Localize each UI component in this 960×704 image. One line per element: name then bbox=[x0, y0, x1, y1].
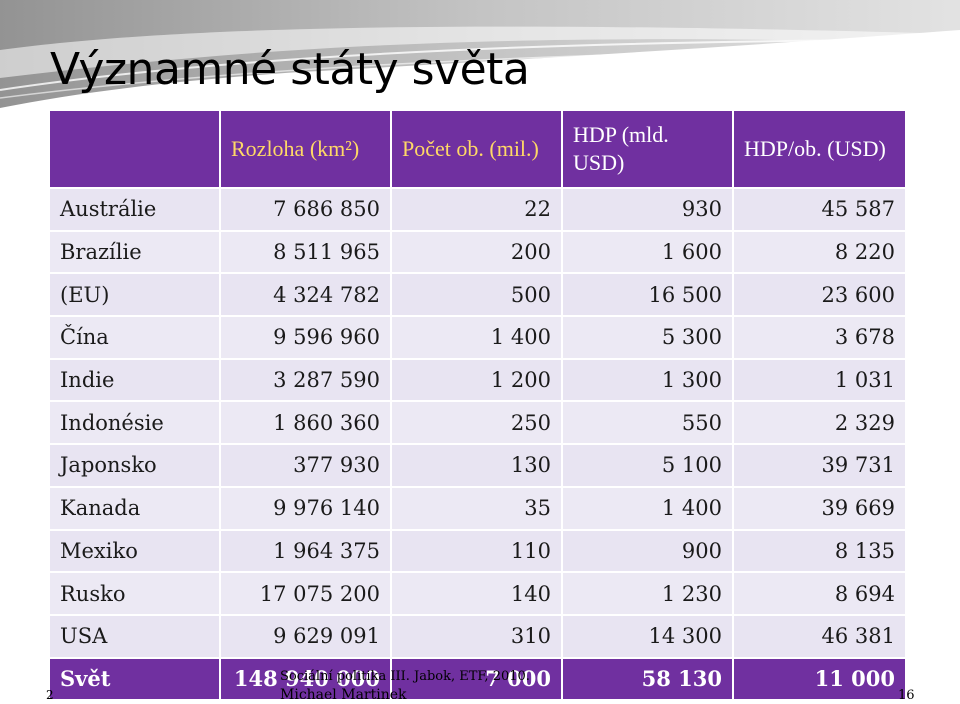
table-row: Austrálie 7 686 850 22 930 45 587 bbox=[48, 187, 907, 232]
population-cell: 310 bbox=[390, 613, 563, 659]
table-row: Indonésie 1 860 360 250 550 2 329 bbox=[48, 400, 907, 446]
gdp-per-capita-cell: 39 731 bbox=[732, 443, 907, 488]
header-area: Rozloha (km²) bbox=[219, 109, 392, 189]
population-cell: 200 bbox=[390, 229, 563, 275]
population-cell: 500 bbox=[390, 272, 563, 318]
gdp-per-capita-cell: 8 135 bbox=[732, 528, 907, 574]
page-number-left: 2 bbox=[46, 688, 54, 702]
country-cell: Japonsko bbox=[48, 443, 221, 488]
country-cell: Indie bbox=[48, 357, 221, 403]
table-row: Mexiko 1 964 375 110 900 8 135 bbox=[48, 528, 907, 574]
population-cell: 7 000 bbox=[390, 656, 563, 702]
table-row: Indie 3 287 590 1 200 1 300 1 031 bbox=[48, 357, 907, 403]
table-row: Kanada 9 976 140 35 1 400 39 669 bbox=[48, 485, 907, 531]
gdp-per-capita-cell: 45 587 bbox=[732, 187, 907, 232]
gdp-per-capita-cell: 23 600 bbox=[732, 272, 907, 318]
footer-source: Sociální politika III. Jabok, ETF, 2010. bbox=[280, 669, 530, 684]
country-cell: Indonésie bbox=[48, 400, 221, 446]
gdp-cell: 550 bbox=[561, 400, 734, 446]
gdp-cell: 16 500 bbox=[561, 272, 734, 318]
country-cell: Svět bbox=[48, 656, 221, 702]
population-cell: 22 bbox=[390, 187, 563, 232]
gdp-cell: 58 130 bbox=[561, 656, 734, 702]
area-cell: 3 287 590 bbox=[219, 357, 392, 403]
area-cell: 1 860 360 bbox=[219, 400, 392, 446]
area-cell: 8 511 965 bbox=[219, 229, 392, 275]
population-cell: 110 bbox=[390, 528, 563, 574]
gdp-cell: 1 300 bbox=[561, 357, 734, 403]
background-wave-decoration bbox=[0, 0, 960, 108]
table-row: (EU) 4 324 782 500 16 500 23 600 bbox=[48, 272, 907, 318]
gdp-cell: 1 400 bbox=[561, 485, 734, 531]
area-cell: 1 964 375 bbox=[219, 528, 392, 574]
gdp-cell: 900 bbox=[561, 528, 734, 574]
country-cell: USA bbox=[48, 613, 221, 659]
area-cell: 9 629 091 bbox=[219, 613, 392, 659]
population-cell: 250 bbox=[390, 400, 563, 446]
population-cell: 35 bbox=[390, 485, 563, 531]
area-cell: 377 930 bbox=[219, 443, 392, 488]
gdp-per-capita-cell: 8 220 bbox=[732, 229, 907, 275]
gdp-cell: 5 100 bbox=[561, 443, 734, 488]
area-cell: 7 686 850 bbox=[219, 187, 392, 232]
area-cell: 17 075 200 bbox=[219, 571, 392, 616]
gdp-cell: 930 bbox=[561, 187, 734, 232]
table-row: Svět 148 940 000 7 000 58 130 11 000 bbox=[48, 656, 907, 702]
header-gdp: HDP (mld. USD) bbox=[561, 109, 734, 189]
gdp-per-capita-cell: 1 031 bbox=[732, 357, 907, 403]
gdp-per-capita-cell: 2 329 bbox=[732, 400, 907, 446]
gdp-cell: 1 230 bbox=[561, 571, 734, 616]
table-row: Brazílie 8 511 965 200 1 600 8 220 bbox=[48, 229, 907, 275]
footer-author: Michael Martinek bbox=[280, 687, 407, 703]
table-row: Čína 9 596 960 1 400 5 300 3 678 bbox=[48, 315, 907, 360]
country-cell: Brazílie bbox=[48, 229, 221, 275]
area-cell: 9 596 960 bbox=[219, 315, 392, 360]
header-population: Počet ob. (mil.) bbox=[390, 109, 563, 189]
slide-title: Významné státy světa bbox=[50, 44, 530, 95]
gdp-cell: 14 300 bbox=[561, 613, 734, 659]
header-gdp-per-capita: HDP/ob. (USD) bbox=[732, 109, 907, 189]
table-body: Austrálie 7 686 850 22 930 45 587 Brazílie 8 5… bbox=[48, 187, 907, 702]
gdp-cell: 1 600 bbox=[561, 229, 734, 275]
gdp-per-capita-cell: 46 381 bbox=[732, 613, 907, 659]
country-cell: Mexiko bbox=[48, 528, 221, 574]
table-row: Japonsko 377 930 130 5 100 39 731 bbox=[48, 443, 907, 488]
table-row: USA 9 629 091 310 14 300 46 381 bbox=[48, 613, 907, 659]
population-cell: 1 200 bbox=[390, 357, 563, 403]
country-cell: Rusko bbox=[48, 571, 221, 616]
gdp-per-capita-cell: 3 678 bbox=[732, 315, 907, 360]
country-cell: Kanada bbox=[48, 485, 221, 531]
population-cell: 140 bbox=[390, 571, 563, 616]
table-row: Rusko 17 075 200 140 1 230 8 694 bbox=[48, 571, 907, 616]
population-cell: 1 400 bbox=[390, 315, 563, 360]
country-cell: Austrálie bbox=[48, 187, 221, 232]
gdp-per-capita-cell: 11 000 bbox=[732, 656, 907, 702]
gdp-cell: 5 300 bbox=[561, 315, 734, 360]
page-number-right: 16 bbox=[898, 688, 915, 703]
gdp-per-capita-cell: 39 669 bbox=[732, 485, 907, 531]
country-cell: (EU) bbox=[48, 272, 221, 318]
table-header-row: Rozloha (km²) Počet ob. (mil.) HDP (mld.… bbox=[48, 109, 907, 189]
gdp-per-capita-cell: 8 694 bbox=[732, 571, 907, 616]
population-cell: 130 bbox=[390, 443, 563, 488]
country-cell: Čína bbox=[48, 315, 221, 360]
area-cell: 9 976 140 bbox=[219, 485, 392, 531]
header-country bbox=[48, 109, 221, 189]
countries-table: Rozloha (km²) Počet ob. (mil.) HDP (mld.… bbox=[48, 109, 907, 702]
area-cell: 148 940 000 bbox=[219, 656, 392, 702]
area-cell: 4 324 782 bbox=[219, 272, 392, 318]
